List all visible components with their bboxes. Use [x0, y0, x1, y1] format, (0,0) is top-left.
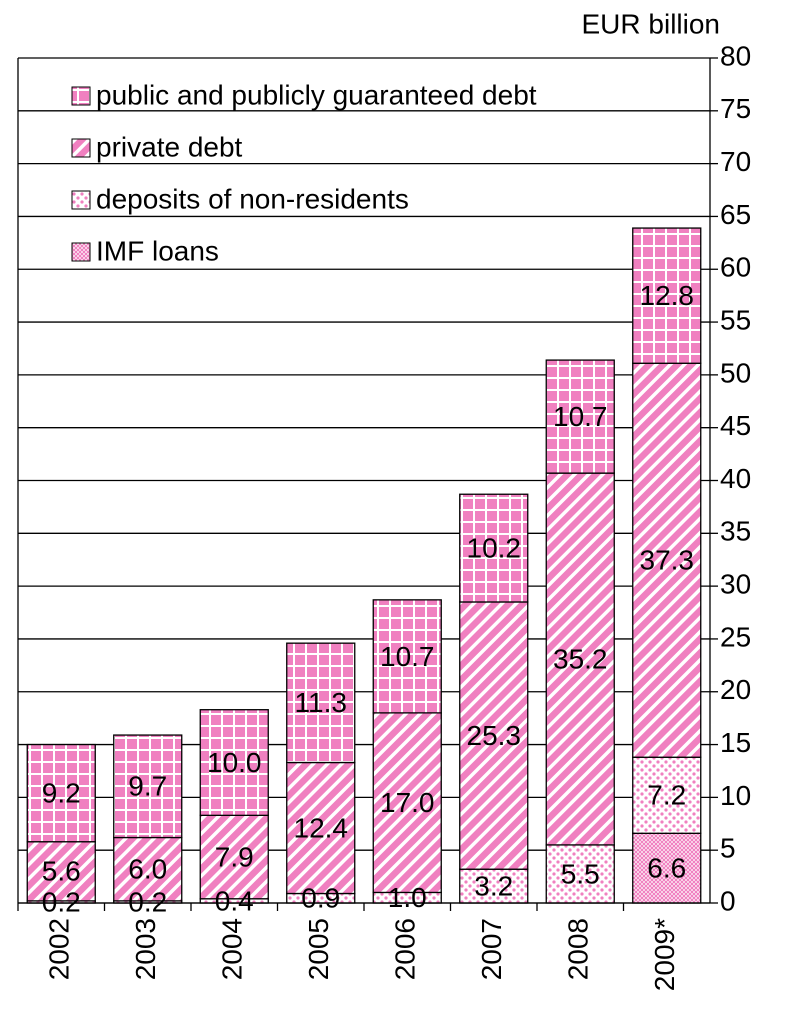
- bar-segment: [113, 734, 183, 839]
- data-label: 0.2: [42, 886, 81, 917]
- bar-segment: [372, 712, 442, 894]
- data-label: 17.0: [380, 787, 435, 818]
- legend-label: public and publicly guaranteed debt: [96, 79, 537, 110]
- y-tick-label: 55: [720, 304, 751, 335]
- data-label: 0.2: [128, 886, 167, 917]
- bar-segment: [632, 362, 702, 758]
- y-tick-label: 10: [720, 780, 751, 811]
- legend-label: deposits of non-residents: [96, 183, 409, 214]
- legend-label: IMF loans: [96, 235, 219, 266]
- data-label: 37.3: [640, 545, 695, 576]
- data-label: 12.4: [294, 812, 349, 843]
- y-tick-label: 75: [720, 93, 751, 124]
- bar-segment: [286, 642, 356, 764]
- x-tick-label: 2005: [303, 918, 334, 980]
- y-tick-label: 35: [720, 516, 751, 547]
- x-tick-label: 2008: [563, 918, 594, 980]
- y-tick-label: 50: [720, 357, 751, 388]
- legend-swatch: [71, 138, 91, 158]
- bar-segment: [459, 601, 529, 870]
- bar-segment: [545, 472, 615, 846]
- y-tick-label: 70: [720, 146, 751, 177]
- y-tick-label: 25: [720, 621, 751, 652]
- legend-swatch: [71, 86, 91, 106]
- data-label: 25.3: [467, 720, 522, 751]
- data-label: 10.7: [380, 641, 435, 672]
- legend-label: private debt: [96, 131, 243, 162]
- bar-segment: [459, 868, 529, 904]
- data-label: 9.2: [42, 778, 81, 809]
- bar-segment: [113, 836, 183, 902]
- y-tick-label: 15: [720, 727, 751, 758]
- data-label: 11.3: [295, 687, 347, 718]
- data-label: 0.9: [301, 883, 340, 914]
- y-tick-label: 40: [720, 463, 751, 494]
- bar-segment: [286, 761, 356, 895]
- data-label: 7.9: [215, 841, 254, 872]
- x-tick-label: 2004: [217, 918, 248, 980]
- y-axis-label: EUR billion: [582, 8, 721, 39]
- y-tick-label: 0: [720, 885, 736, 916]
- data-label: 10.0: [207, 747, 262, 778]
- y-tick-label: 65: [720, 199, 751, 230]
- legend-swatch: [71, 190, 91, 210]
- bar-segment: [372, 599, 442, 714]
- data-label: 7.2: [647, 780, 686, 811]
- data-label: 10.2: [467, 532, 522, 563]
- data-label: 1.0: [388, 882, 427, 913]
- data-label: 6.6: [647, 853, 686, 884]
- bar-segment: [459, 493, 529, 603]
- x-tick-label: 2006: [390, 918, 421, 980]
- bar-segment: [545, 359, 615, 474]
- data-label: 12.8: [640, 280, 695, 311]
- data-label: 6.0: [128, 854, 167, 885]
- bar-segment: [632, 832, 702, 904]
- bar-segment: [632, 227, 702, 364]
- x-tick-label: 2009*: [649, 918, 680, 991]
- y-tick-label: 80: [720, 40, 751, 71]
- x-tick-label: 2003: [130, 918, 161, 980]
- data-label: 3.2: [474, 870, 513, 901]
- bar-segment: [26, 841, 96, 902]
- data-label: 5.6: [42, 856, 81, 887]
- y-tick-label: 60: [720, 252, 751, 283]
- x-tick-label: 2007: [476, 918, 507, 980]
- data-label: 0.4: [215, 885, 254, 916]
- data-label: 5.5: [561, 858, 600, 889]
- data-label: 10.7: [553, 401, 608, 432]
- bar-segment: [632, 756, 702, 834]
- y-tick-label: 30: [720, 569, 751, 600]
- bar-segment: [199, 709, 269, 816]
- data-label: 35.2: [553, 643, 608, 674]
- legend-swatch: [71, 242, 91, 262]
- x-tick-label: 2002: [44, 918, 75, 980]
- bar-segment: [26, 743, 96, 843]
- data-label: 9.7: [128, 771, 167, 802]
- y-tick-label: 20: [720, 674, 751, 705]
- y-tick-label: 5: [720, 833, 736, 864]
- y-tick-label: 45: [720, 410, 751, 441]
